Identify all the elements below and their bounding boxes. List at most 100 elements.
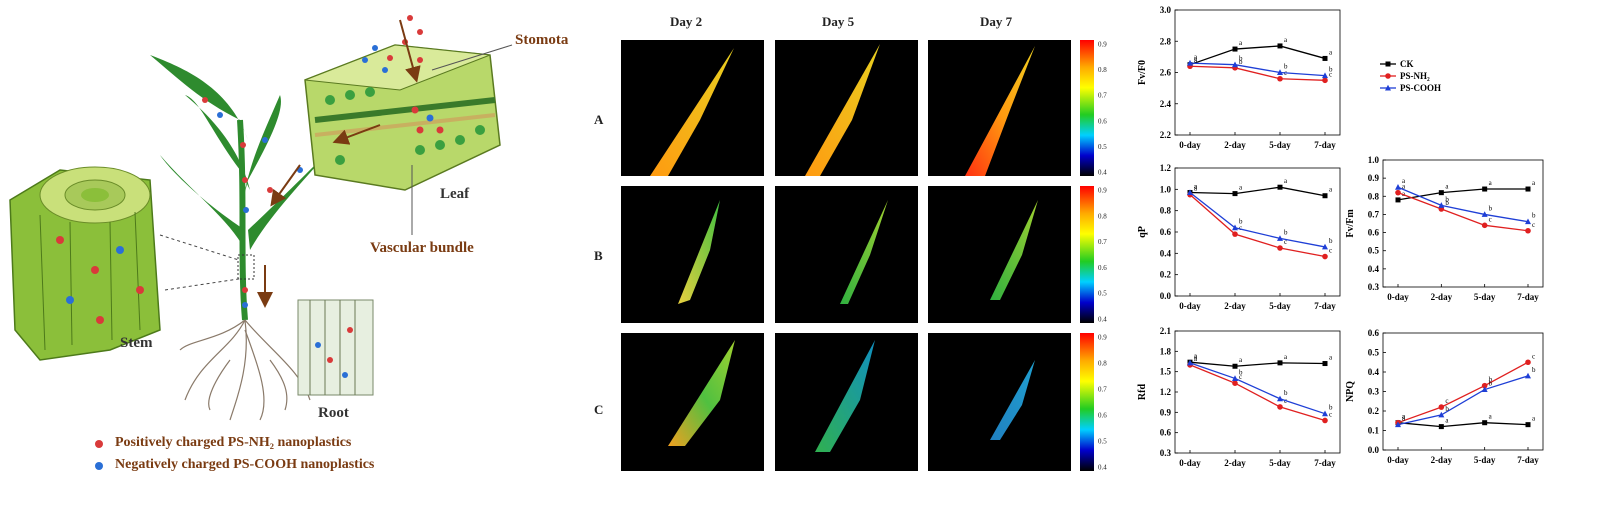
legend-marker <box>1385 61 1391 67</box>
significance-letter: a <box>1284 353 1288 361</box>
significance-letter: c <box>1489 215 1492 223</box>
series-line <box>1189 186 1326 197</box>
y-tick-label: 1.0 <box>1368 155 1380 165</box>
x-tick-label: 2-day <box>1224 458 1246 468</box>
leaf-label: Leaf <box>440 186 470 202</box>
heatmap-c-day2 <box>621 333 764 471</box>
y-tick-label: 1.5 <box>1160 367 1172 377</box>
data-point <box>1395 197 1401 203</box>
significance-letter: b <box>1489 204 1493 212</box>
x-tick-label: 0-day <box>1179 301 1201 311</box>
x-tick-label: 2-day <box>1431 292 1453 302</box>
data-point <box>1187 59 1193 66</box>
colorbar-tick-label: 0.5 <box>1098 143 1107 151</box>
data-point <box>1322 193 1328 199</box>
x-tick-label: 0-day <box>1179 140 1201 150</box>
legend-pos-text: Positively charged PS-NH₂ nanoplastics <box>115 435 352 450</box>
significance-letter: a <box>1194 53 1198 61</box>
significance-letter: a <box>1402 177 1406 185</box>
data-point <box>1322 72 1328 79</box>
data-point <box>1395 189 1401 196</box>
significance-letter: c <box>1329 70 1332 78</box>
significance-letter: b <box>1445 405 1449 413</box>
significance-letter: a <box>1194 352 1198 360</box>
colorbar-c <box>1080 333 1094 471</box>
legend-label: PS-NH₂ <box>1400 71 1430 81</box>
line-chart-3: 0.3 0.4 0.5 0.6 0.7 0.8 0.9 1.0 0-day 2-day 5-day 7… <box>1345 155 1544 302</box>
significance-letter: c <box>1329 247 1332 255</box>
colorbar-ticks: 0.9 0.8 0.7 0.6 0.5 0.4 0.9 0.8 0.7 0.6 0.5 0.4 0.9 0… <box>1098 41 1107 472</box>
significance-letter: a <box>1194 56 1198 64</box>
plot-frame <box>1382 159 1544 288</box>
y-tick-label: 3.0 <box>1160 5 1172 15</box>
data-point <box>1438 190 1444 196</box>
significance-letter: a <box>1194 185 1198 193</box>
significance-letter: a <box>1532 415 1536 423</box>
legend-neg-text: Negatively charged PS-COOH nanoplastics <box>115 457 375 472</box>
y-tick-label: 0.6 <box>1368 228 1380 238</box>
data-point <box>1232 375 1238 381</box>
root-label: Root <box>318 405 349 421</box>
x-tick-label: 7-day <box>1314 140 1336 150</box>
y-tick-label: 0.0 <box>1368 445 1380 455</box>
colorbar-tick-label: 0.8 <box>1098 66 1107 74</box>
colorbar-tick-label: 0.5 <box>1098 290 1107 298</box>
significance-letter: c <box>1329 410 1332 418</box>
significance-letter: b <box>1239 218 1243 226</box>
significance-letter: a <box>1402 413 1406 421</box>
stem-label: Stem <box>120 335 153 351</box>
y-tick-label: 0.7 <box>1368 209 1380 219</box>
y-axis-label: Fv/Fm <box>1345 209 1356 238</box>
series-line <box>1397 375 1529 426</box>
plot-frame <box>1174 9 1341 136</box>
significance-letter: a <box>1489 179 1493 187</box>
colorbar-tick-label: 0.4 <box>1098 464 1107 472</box>
y-tick-label: 2.1 <box>1160 326 1172 336</box>
colorbar-tick-label: 0.9 <box>1098 334 1107 342</box>
data-point <box>1232 224 1238 231</box>
significance-letter: b <box>1489 376 1493 384</box>
data-point <box>1482 420 1488 426</box>
significance-letter: b <box>1239 55 1243 63</box>
data-point <box>1395 421 1401 428</box>
line-chart-4: 0.3 0.6 0.9 1.2 1.5 1.8 2.1 0-day 2-day 5-day 7-da… <box>1137 326 1341 468</box>
y-tick-label: 0.6 <box>1160 227 1172 237</box>
data-point <box>1232 380 1238 386</box>
legend-marker <box>1385 73 1391 79</box>
plant-body <box>150 55 330 321</box>
significance-letter: a <box>1329 354 1333 362</box>
y-tick-label: 2.2 <box>1160 130 1172 140</box>
data-point <box>1322 410 1328 417</box>
data-point <box>1395 184 1401 190</box>
data-point <box>1525 186 1531 192</box>
series-line <box>1397 188 1528 201</box>
plot-frame <box>1382 332 1544 451</box>
data-point <box>1277 395 1283 402</box>
data-point <box>1322 55 1328 61</box>
data-point <box>1438 424 1444 430</box>
data-point <box>1525 372 1531 379</box>
y-tick-label: 2.8 <box>1160 36 1172 46</box>
data-point <box>1187 189 1193 196</box>
x-tick-label: 7-day <box>1517 455 1539 465</box>
y-tick-label: 0.9 <box>1368 173 1380 183</box>
heatmap-b-day7 <box>928 186 1071 323</box>
data-point <box>1481 211 1488 217</box>
significance-letter: a <box>1194 183 1198 191</box>
col-label-day7: Day 7 <box>980 14 1013 29</box>
significance-letter: b <box>1239 368 1243 376</box>
series-line <box>1189 361 1326 367</box>
series-line <box>1189 194 1326 258</box>
y-axis-label: Fv/F0 <box>1137 60 1148 85</box>
heatmap-grid: Day 2 Day 5 Day 7 A B C <box>590 0 1120 501</box>
data-point <box>1277 43 1283 49</box>
chart-legend: CK PS-NH₂ PS-COOH <box>1380 59 1441 93</box>
vascular-label: Vascular bundle <box>370 240 474 256</box>
colorbar-tick-label: 0.4 <box>1098 169 1107 177</box>
x-tick-label: 5-day <box>1474 292 1496 302</box>
significance-letter: c <box>1532 352 1535 360</box>
x-tick-label: 7-day <box>1517 292 1539 302</box>
y-tick-label: 0.5 <box>1368 348 1380 358</box>
data-point <box>1232 231 1238 237</box>
y-tick-label: 0.8 <box>1368 191 1380 201</box>
